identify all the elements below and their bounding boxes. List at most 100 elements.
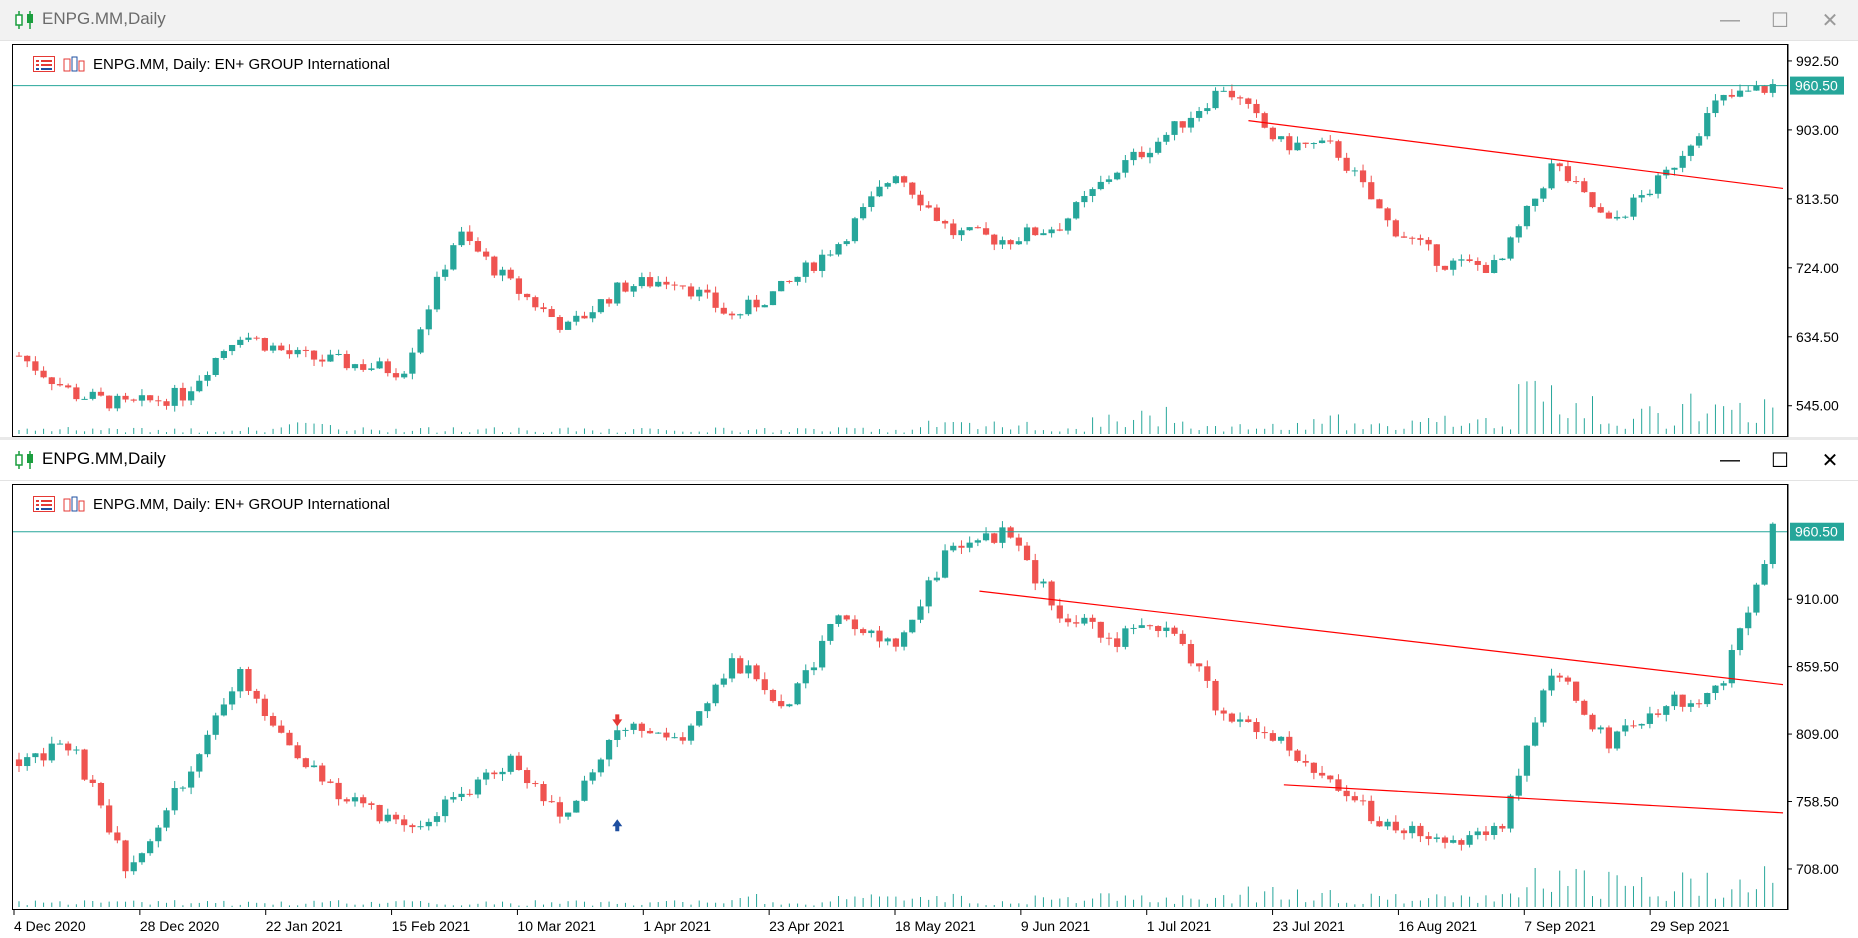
current-price-label: 960.50 [1795,78,1838,94]
candle-body [1425,836,1432,839]
candle-body [860,629,867,634]
maximize-icon[interactable]: ☐ [1771,9,1789,32]
candle-body [491,256,498,276]
candle-body [720,307,727,314]
candle-body [786,704,793,707]
candle-body [581,780,588,801]
candle-body [884,183,891,187]
candle-body [581,315,588,319]
candle-body [491,772,498,775]
candle-body [696,289,703,297]
window-titlebar[interactable]: ENPG.MM,Daily — ☐ ✕ [0,0,1858,41]
candle-body [745,665,752,674]
price-axis: 992.50 903.00 813.50 724.00 634.50 545.00 960.… [1788,44,1844,437]
candle-body [81,749,88,780]
window-titlebar[interactable]: ENPG.MM,Daily — ☐ ✕ [0,440,1858,481]
candle-body [1261,732,1268,734]
maximize-icon[interactable]: ☐ [1771,449,1789,472]
current-price-badge [1790,76,1844,95]
chart-window-bottom[interactable]: ENPG.MM,Daily — ☐ ✕ ENPG.MM, Daily: EN+ … [0,440,1858,938]
chart-type-icon[interactable] [63,496,85,512]
close-icon[interactable]: ✕ [1821,9,1839,32]
candle-body [1712,685,1719,694]
chart-canvas[interactable] [13,45,1787,436]
candle-body [1384,821,1391,827]
candle-body [1114,638,1121,647]
candle-body [89,779,96,784]
candle-body [728,658,736,679]
candle-body [122,395,129,400]
candle-body [671,737,678,739]
date-label: 28 Dec 2020 [140,918,220,934]
candle-body [171,788,178,811]
candle-body [1499,826,1506,829]
candle-body [1704,113,1711,137]
candle-body [835,615,842,625]
candle-body [1728,650,1735,684]
chart-plot-area[interactable]: ENPG.MM, Daily: EN+ GROUP International [12,484,1788,910]
candle-body [1122,160,1129,173]
candle-body [573,315,580,322]
candle-body [1335,779,1342,791]
candlestick-chart-icon [15,451,33,469]
chart-window-top[interactable]: ENPG.MM,Daily — ☐ ✕ ENPG.MM, Daily: EN+ … [0,0,1858,437]
candle-body [1294,142,1301,151]
candle-body [917,194,924,206]
candle-body [351,364,359,369]
candle-body [909,619,916,633]
candle-body [1523,745,1531,776]
candle-body [1695,703,1703,705]
candle-body [614,282,621,304]
candle-body [458,231,465,246]
candle-body [671,284,678,286]
chart-header-text: ENPG.MM, Daily: EN+ GROUP International [93,55,390,73]
candle-body [1573,181,1580,183]
candle-body [1130,627,1137,629]
candle-body [1187,644,1195,664]
close-icon[interactable]: ✕ [1821,449,1839,472]
chart-type-icon[interactable] [63,56,85,72]
candle-body [712,684,719,704]
candle-body [1581,181,1588,193]
candle-body [1196,663,1203,667]
candle-body [1392,821,1399,831]
objects-list-icon[interactable] [33,496,55,512]
candle-body [909,182,916,195]
candle-body [589,312,596,319]
candle-body [917,606,924,620]
candle-body [753,665,760,680]
candle-body [1032,227,1039,236]
candle-body [1638,195,1645,198]
candle-body [737,658,744,674]
candle-body [106,805,113,833]
candle-body [1343,157,1350,171]
candle-body [1745,90,1752,92]
candle-body [179,387,187,401]
candle-body [1179,121,1186,128]
candle-body [794,683,801,705]
objects-list-icon[interactable] [33,56,55,72]
minimize-icon[interactable]: — [1720,448,1740,471]
candle-body [900,632,908,647]
candle-body [327,781,334,783]
candle-body [466,231,473,242]
minimize-icon[interactable]: — [1720,8,1740,31]
candle-body [65,743,72,751]
candle-body [974,540,981,543]
candle-body [1277,736,1285,741]
candle-body [1384,208,1391,221]
candle-body [1507,795,1514,829]
candle-body [1482,264,1490,273]
candle-body [548,801,555,803]
candle-body [1343,790,1350,797]
candle-body [1671,167,1678,170]
candle-body [802,262,809,277]
candle-body [1138,625,1145,628]
chart-plot-area[interactable]: ENPG.MM, Daily: EN+ GROUP International [12,44,1788,437]
candle-body [1482,831,1490,835]
chart-canvas[interactable] [13,485,1787,909]
candle-body [745,299,752,315]
candle-body [319,765,326,782]
candle-body [499,771,506,775]
candle-body [1450,840,1457,843]
